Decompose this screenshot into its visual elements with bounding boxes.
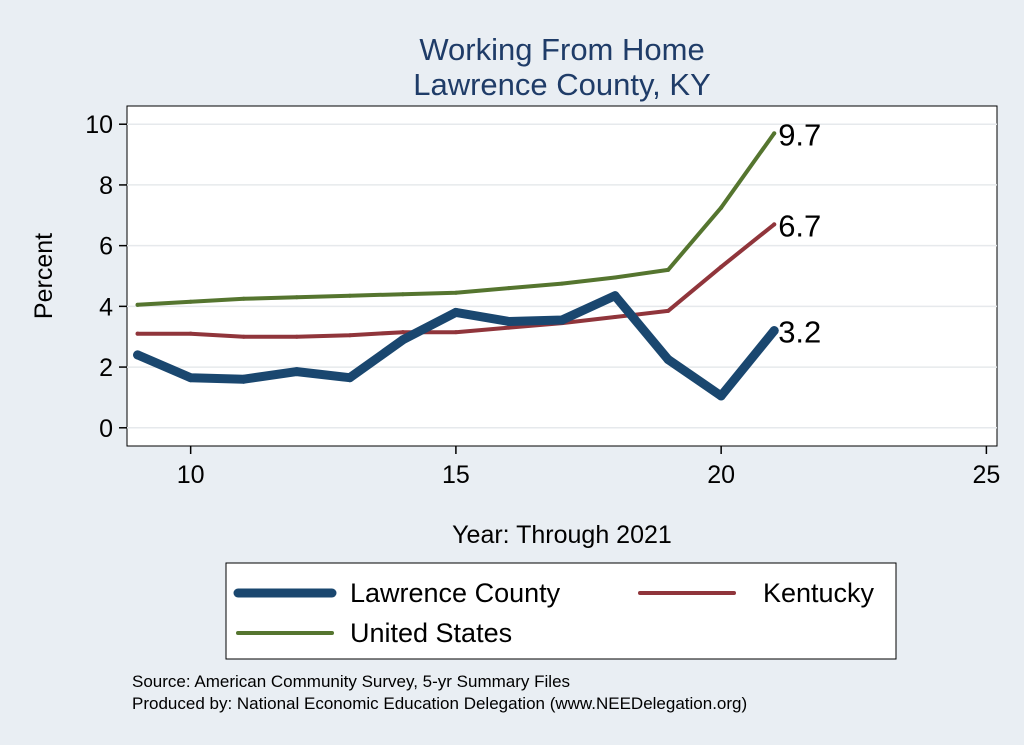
data-point [719,205,724,210]
legend-label: Lawrence County [350,578,561,608]
x-tick-label: 25 [972,461,1000,489]
y-tick-label: 2 [99,354,113,382]
data-point [294,334,299,339]
legend: Lawrence County Kentucky United States [225,562,897,660]
x-axis-label: Year: Through 2021 [452,521,672,549]
data-point [241,334,246,339]
y-tick-label: 10 [85,111,113,139]
data-point [292,367,302,377]
data-point [666,308,671,313]
x-tick-label: 15 [442,461,470,489]
legend-box [225,562,897,660]
y-tick-label: 0 [99,415,113,443]
data-point [347,333,352,338]
data-point [133,350,143,360]
y-tick-label: 4 [99,293,113,321]
y-tick-label: 8 [99,172,113,200]
gridlines [127,123,997,429]
data-point [347,293,352,298]
data-point [663,354,673,364]
end-labels: 9.7 6.7 3.2 [778,117,821,349]
data-point [719,264,724,269]
data-point [188,331,193,336]
legend-label: Kentucky [763,578,875,608]
data-point [239,374,249,384]
plot-area [126,105,998,447]
data-point [135,331,140,336]
data-point [560,281,564,286]
data-point [188,299,193,304]
data-point [769,326,779,336]
legend-label: United States [350,618,512,648]
source-note: Source: American Community Survey, 5-yr … [132,672,570,691]
x-tick-label: 10 [177,461,205,489]
data-point [504,317,514,327]
chart-title-line-2: Lawrence County, KY [413,67,711,102]
data-point [186,373,196,383]
end-label: 9.7 [778,117,821,152]
x-tick-label: 20 [707,461,735,489]
y-axis-label: Percent [30,233,58,319]
data-point [716,391,726,401]
end-label: 3.2 [778,315,821,350]
data-point [453,290,458,295]
data-point [241,296,246,301]
axes: 0 2 4 6 8 10 10 15 20 25 [85,111,1000,489]
data-point [451,307,461,317]
series-layer [133,131,779,401]
end-label: 6.7 [778,208,821,243]
producer-note: Produced by: National Economic Education… [132,694,747,713]
y-tick-label: 6 [99,233,113,261]
data-point [772,222,777,227]
data-point [613,275,618,280]
data-point [345,373,355,383]
data-point [506,325,511,330]
data-point [135,302,140,307]
data-point [294,295,299,300]
data-point [400,292,405,297]
data-point [666,267,671,272]
data-point [613,314,618,319]
data-point [506,286,511,291]
chart-title-line-1: Working From Home [419,32,704,67]
data-point [772,131,777,136]
data-point [400,330,405,335]
data-point [398,335,408,345]
legend-items: Lawrence County Kentucky United States [233,578,875,648]
data-point [610,291,620,301]
data-point [557,315,567,325]
data-point [453,330,458,335]
